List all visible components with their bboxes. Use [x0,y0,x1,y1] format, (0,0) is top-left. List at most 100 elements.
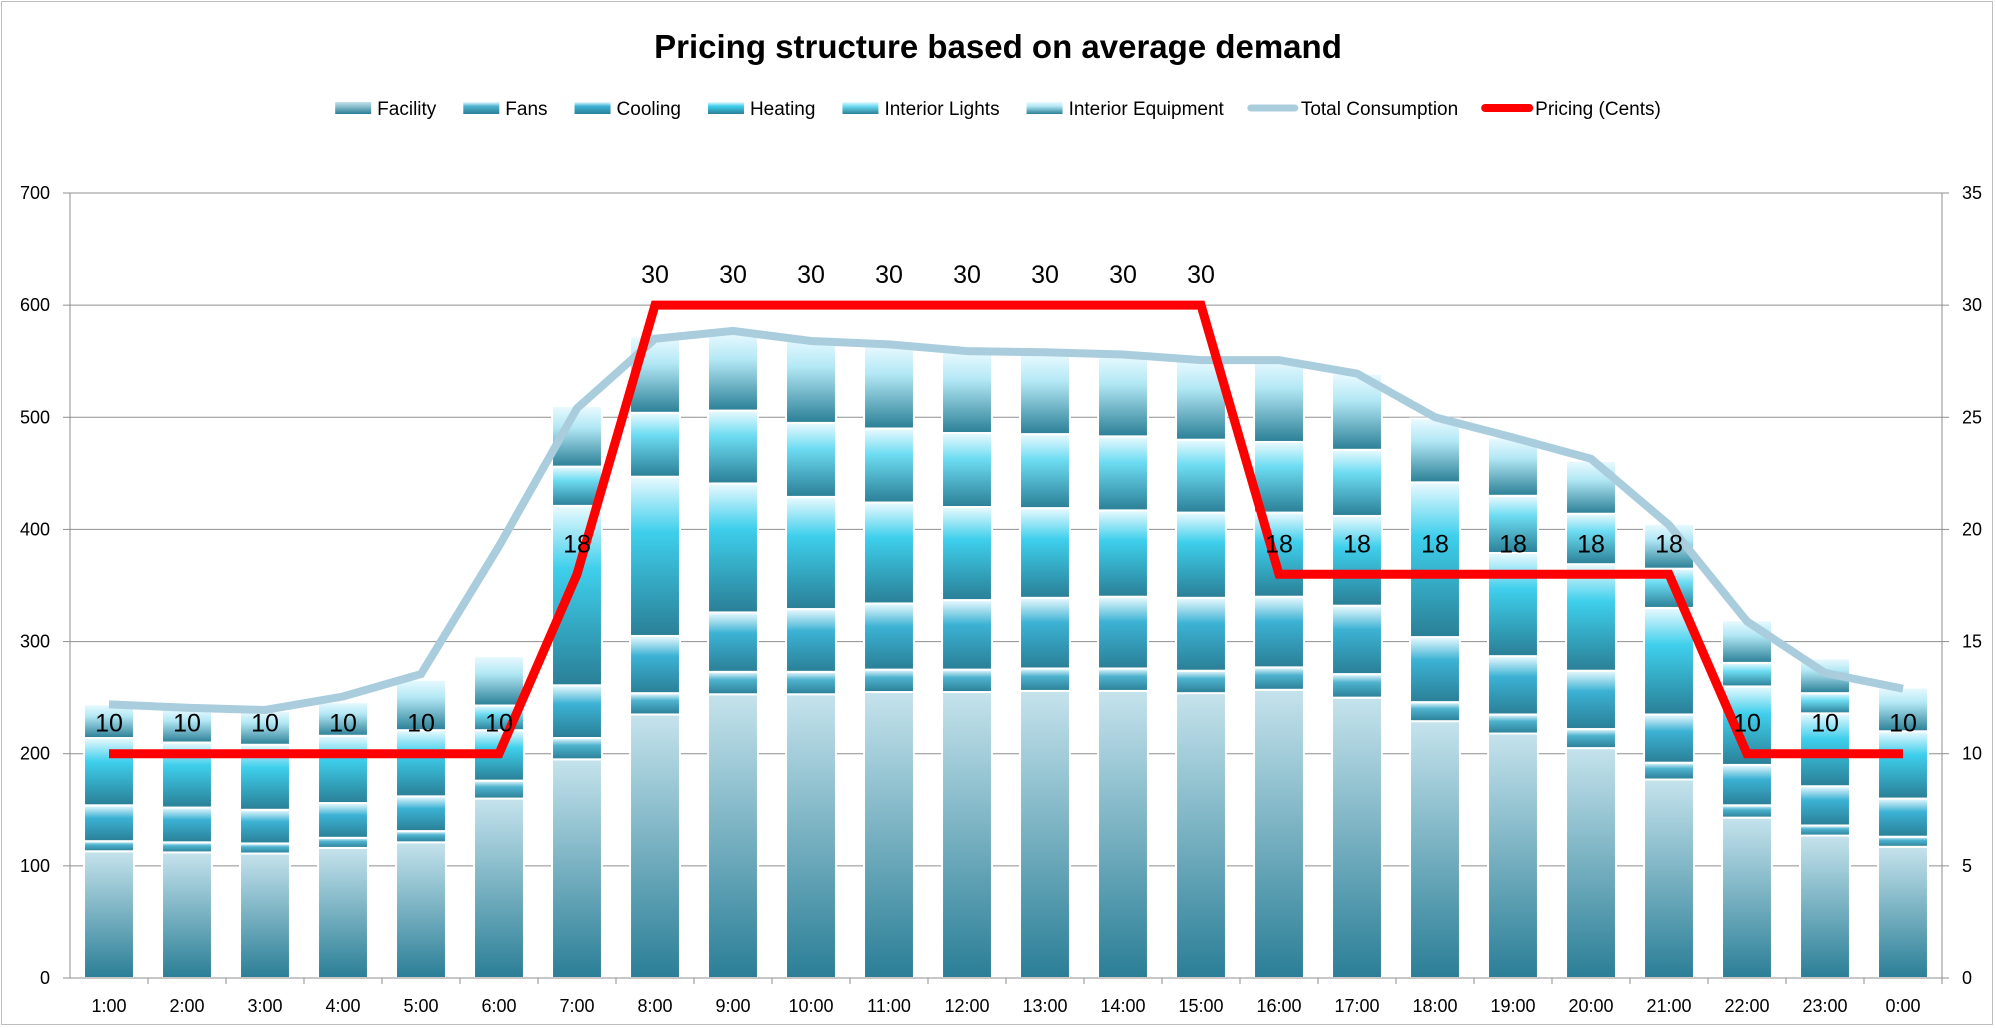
y-tick-label: 300 [20,632,50,652]
bar-cooling [161,806,213,844]
bar-interior-equipment [1253,357,1305,443]
bar-heating [1487,551,1539,658]
x-tick-label: 19:00 [1490,996,1535,1016]
bar-fans [785,670,837,696]
bar-interior-lights [941,431,993,508]
bar-interior-lights [1565,512,1617,566]
x-tick-label: 8:00 [637,996,672,1016]
legend-swatch-cooling [574,102,611,114]
x-tick-label: 10:00 [788,996,833,1016]
bar-facility [1565,747,1617,979]
price-data-label: 10 [329,710,357,738]
bar-cooling [395,795,447,833]
bar-cooling [1253,595,1305,669]
bar-cooling [239,808,291,845]
bar-cooling [1019,596,1071,670]
bar-heating [1019,507,1071,599]
price-data-label: 30 [797,261,825,289]
y2-tick-label: 30 [1962,295,1982,315]
bar-interior-lights [1019,433,1071,510]
bar-interior-equipment [1097,353,1149,438]
bar-interior-lights [1331,448,1383,517]
x-tick-label: 6:00 [481,996,516,1016]
bar-facility [785,693,837,979]
x-tick-label: 11:00 [867,996,911,1016]
bar-fans [551,737,603,761]
x-tick-label: 1:00 [91,996,126,1016]
bar-fans [317,836,369,849]
bar-heating [863,501,915,605]
legend-label-facility: Facility [377,99,437,120]
bar-interior-equipment [1721,619,1773,664]
bar-fans [239,842,291,855]
legend-label-fans: Fans [505,99,547,120]
y2-tick-label: 35 [1962,183,1982,203]
bar-cooling [1565,669,1617,731]
bar-facility [1877,845,1929,979]
bar-facility [1331,696,1383,980]
line-total-consumption [108,326,1904,714]
bar-heating [83,737,135,807]
bar-facility [629,713,681,979]
bar-heating [317,734,369,805]
y2-tick-label: 25 [1962,407,1982,427]
x-tick-label: 7:00 [559,996,594,1016]
legend-swatch-facility [335,102,372,114]
bar-fans [1721,804,1773,819]
bar-fans [1565,728,1617,750]
price-data-label: 18 [1421,530,1449,558]
price-data-label: 30 [1187,261,1215,289]
bar-facility [1409,720,1461,979]
bar-cooling [83,804,135,843]
bar-interior-equipment [941,350,993,434]
bar-cooling [1331,604,1383,676]
bar-facility [83,850,135,979]
bar-fans [161,841,213,854]
price-data-label: 18 [563,530,591,558]
bar-fans [1877,835,1929,848]
price-data-label: 18 [1577,530,1605,558]
bar-interior-equipment [785,335,837,424]
bar-facility [1019,689,1071,980]
bar-fans [1487,713,1539,735]
price-data-label: 18 [1655,530,1683,558]
x-tick-label: 17:00 [1334,996,1379,1016]
legend-label-cooling: Cooling [617,99,681,120]
bar-cooling [1721,763,1773,807]
bar-fans [1175,669,1227,695]
x-tick-label: 5:00 [403,996,438,1016]
x-tick-label: 14:00 [1100,996,1145,1016]
y-tick-label: 600 [20,295,50,315]
x-tick-label: 2:00 [169,996,204,1016]
price-data-label: 10 [485,710,513,738]
legend-label-interior-equipment: Interior Equipment [1069,99,1225,120]
bar-cooling [1409,636,1461,704]
bar-cooling [785,608,837,673]
bar-fans [473,779,525,800]
bar-cooling [1643,713,1695,764]
x-tick-label: 16:00 [1256,996,1301,1016]
bar-facility [1721,816,1773,980]
bar-fans [629,692,681,716]
bar-fans [1097,667,1149,692]
price-data-label: 30 [719,261,747,289]
y-tick-label: 400 [20,519,50,539]
bar-fans [1331,673,1383,699]
bar-facility [161,851,213,980]
legend-swatch-heating [707,102,744,114]
x-tick-label: 21:00 [1646,996,1691,1016]
y-tick-label: 100 [20,856,50,876]
x-tick-label: 13:00 [1022,996,1067,1016]
bar-interior-lights [863,427,915,504]
x-tick-label: 4:00 [325,996,360,1016]
y2-tick-label: 0 [1962,968,1972,988]
legend-label-total-consumption: Total Consumption [1301,99,1458,120]
bar-cooling [863,602,915,671]
bar-heating [629,475,681,637]
bar-facility [1253,688,1305,979]
bar-interior-equipment [317,701,369,737]
bar-interior-equipment [1019,352,1071,436]
bar-cooling [317,802,369,839]
price-data-label: 30 [953,261,981,289]
